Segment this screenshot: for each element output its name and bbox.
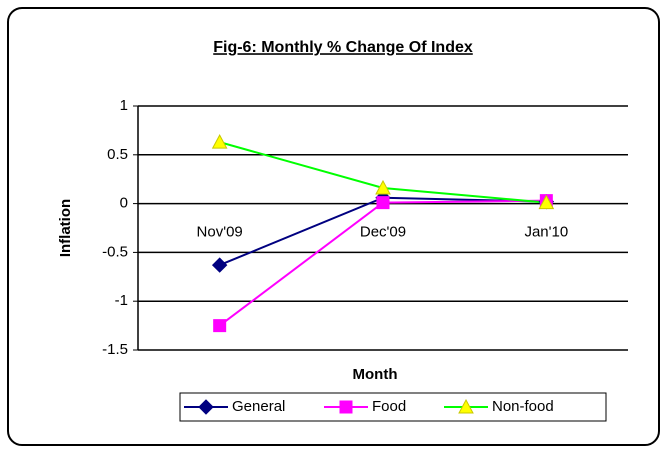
data-point [211,134,228,149]
y-axis-title: Inflation [57,199,74,257]
legend-box [179,392,607,422]
data-point [211,257,228,273]
legend-label: General [232,398,285,415]
y-tick-label: -0.5 [102,243,128,260]
data-point [538,194,555,210]
y-tick-label: -1 [115,292,128,309]
data-point [375,179,391,195]
legend-marker [339,400,353,414]
x-tick-label: Dec'09 [360,224,406,241]
y-tick-label: 0 [120,195,128,212]
x-tick-label: Jan'10 [524,224,568,241]
chart-title: Fig-6: Monthly % Change Of Index [213,39,473,56]
x-axis-title: Month [353,366,398,383]
legend-label: Food [372,398,406,415]
y-tick-label: 0.5 [107,146,128,163]
x-tick-label: Nov'09 [197,224,243,241]
legend-marker [458,398,474,414]
y-tick-label: 1 [120,97,128,114]
legend-marker [198,399,214,415]
data-point [213,319,227,333]
legend-label: Non-food [492,398,554,415]
chart-frame [7,7,660,446]
data-point [376,196,390,210]
y-tick-label: -1.5 [102,341,128,358]
